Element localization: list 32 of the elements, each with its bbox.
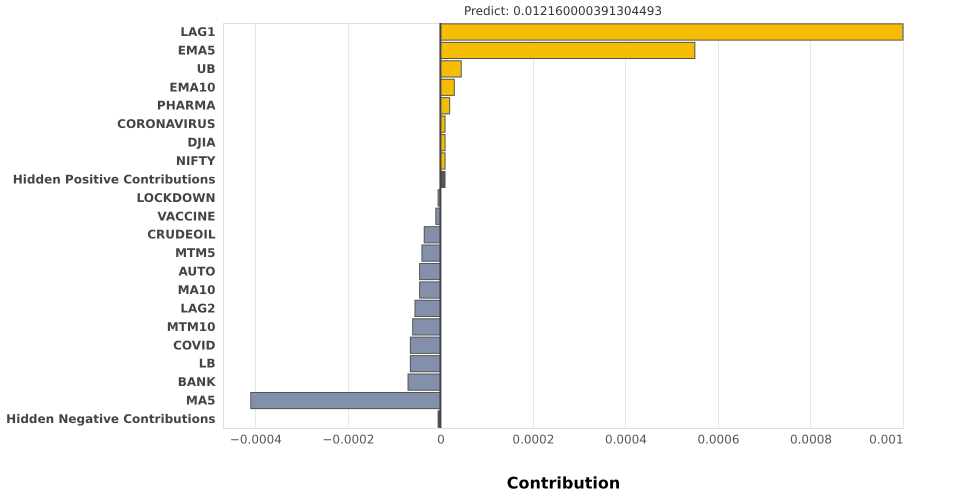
- x-tick-label: 0.0004: [604, 432, 647, 446]
- y-tick-label: BANK: [178, 375, 216, 390]
- x-tick-label: 0.0002: [512, 432, 554, 446]
- y-tick-label: LAG1: [180, 25, 216, 40]
- y-tick-label: VACCINE: [157, 209, 216, 224]
- x-tick-label: −0.0002: [322, 432, 374, 446]
- y-tick-label: MTM5: [175, 246, 216, 260]
- y-tick-label: CRUDEOIL: [147, 228, 216, 242]
- x-tick-label: −0.0004: [230, 432, 282, 446]
- y-tick-label: EMA10: [169, 80, 216, 94]
- x-tick-label: 0: [437, 432, 445, 446]
- x-axis-title: Contribution: [506, 474, 620, 492]
- y-tick-label: MA10: [178, 282, 216, 297]
- y-tick-label: AUTO: [178, 264, 216, 279]
- y-tick-label: NIFTY: [176, 154, 216, 168]
- chart-title: Predict: 0.012160000391304493: [464, 4, 662, 18]
- y-tick-label: EMA5: [178, 43, 216, 58]
- y-tick-label: DJIA: [187, 136, 216, 150]
- y-tick-label: Hidden Negative Contributions: [6, 412, 216, 426]
- y-tick-label: COVID: [173, 338, 216, 352]
- y-tick-label: LB: [198, 356, 216, 371]
- x-tick-label: 0.0008: [790, 432, 832, 446]
- y-tick-label: MA5: [186, 394, 216, 408]
- x-tick-label: 0.0006: [697, 432, 740, 446]
- y-tick-label: CORONAVIRUS: [117, 117, 216, 132]
- y-tick-label: MTM10: [166, 320, 216, 334]
- y-tick-label: PHARMA: [156, 98, 216, 113]
- y-tick-label: UB: [196, 62, 216, 76]
- y-tick-label: LAG2: [180, 301, 216, 316]
- x-tick-label: 0.001: [869, 432, 904, 446]
- y-tick-label: Hidden Positive Contributions: [12, 172, 216, 186]
- y-tick-label: LOCKDOWN: [136, 190, 216, 205]
